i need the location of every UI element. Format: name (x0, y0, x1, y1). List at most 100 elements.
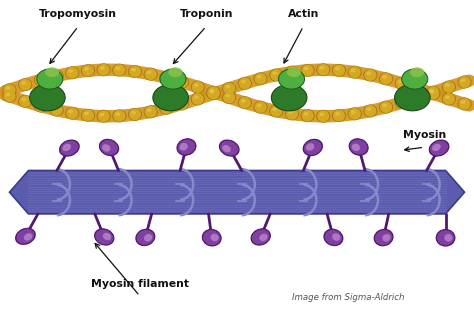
Ellipse shape (160, 72, 173, 84)
Ellipse shape (178, 100, 183, 104)
Ellipse shape (366, 72, 371, 75)
Ellipse shape (100, 140, 118, 155)
Polygon shape (9, 170, 465, 214)
Ellipse shape (177, 139, 196, 155)
Ellipse shape (271, 84, 307, 111)
Ellipse shape (461, 78, 465, 82)
Ellipse shape (37, 103, 42, 106)
Ellipse shape (100, 113, 105, 116)
Text: Actin: Actin (288, 9, 319, 19)
Ellipse shape (3, 84, 16, 96)
Ellipse shape (223, 82, 235, 94)
Ellipse shape (259, 234, 268, 241)
Ellipse shape (144, 105, 158, 118)
Ellipse shape (160, 102, 173, 114)
Ellipse shape (316, 63, 330, 76)
Ellipse shape (363, 69, 377, 82)
Ellipse shape (223, 92, 235, 104)
Ellipse shape (364, 69, 376, 81)
Ellipse shape (285, 66, 299, 79)
Ellipse shape (335, 112, 340, 116)
Ellipse shape (84, 67, 89, 71)
Ellipse shape (317, 64, 329, 76)
Ellipse shape (163, 105, 167, 108)
Ellipse shape (135, 229, 155, 246)
Ellipse shape (176, 138, 197, 156)
Ellipse shape (210, 90, 214, 94)
Ellipse shape (436, 229, 456, 247)
Ellipse shape (285, 107, 299, 120)
Ellipse shape (175, 97, 189, 110)
Ellipse shape (82, 109, 94, 121)
Text: Myosin filament: Myosin filament (91, 279, 189, 289)
Ellipse shape (115, 67, 120, 70)
Ellipse shape (207, 88, 219, 100)
Ellipse shape (347, 66, 362, 79)
Ellipse shape (131, 68, 136, 72)
Ellipse shape (457, 76, 472, 89)
Ellipse shape (442, 81, 456, 94)
Ellipse shape (94, 228, 114, 246)
Ellipse shape (97, 63, 111, 76)
Ellipse shape (128, 108, 142, 121)
Ellipse shape (254, 101, 268, 114)
Ellipse shape (207, 86, 219, 98)
Ellipse shape (60, 140, 79, 156)
Ellipse shape (59, 140, 80, 157)
Ellipse shape (288, 110, 293, 114)
Ellipse shape (176, 98, 188, 110)
Ellipse shape (269, 104, 283, 117)
Ellipse shape (304, 112, 309, 116)
Ellipse shape (437, 230, 455, 246)
Ellipse shape (303, 140, 322, 155)
Ellipse shape (256, 104, 262, 107)
Ellipse shape (131, 111, 136, 114)
Ellipse shape (222, 145, 231, 153)
Ellipse shape (113, 110, 126, 122)
Ellipse shape (21, 81, 26, 85)
Ellipse shape (382, 75, 387, 79)
Ellipse shape (144, 68, 158, 81)
Ellipse shape (37, 77, 42, 80)
Ellipse shape (411, 82, 424, 94)
Ellipse shape (287, 67, 301, 77)
Ellipse shape (302, 139, 323, 156)
Ellipse shape (442, 92, 456, 105)
Ellipse shape (379, 72, 393, 85)
Ellipse shape (2, 83, 17, 96)
Ellipse shape (24, 233, 32, 241)
Ellipse shape (112, 64, 127, 77)
Ellipse shape (426, 86, 440, 99)
Ellipse shape (63, 144, 71, 151)
Ellipse shape (458, 76, 471, 88)
Ellipse shape (145, 68, 157, 80)
Ellipse shape (286, 108, 298, 120)
Ellipse shape (115, 113, 120, 116)
Ellipse shape (348, 138, 369, 156)
Ellipse shape (288, 69, 293, 72)
Ellipse shape (49, 104, 64, 117)
Ellipse shape (427, 86, 439, 98)
Ellipse shape (301, 109, 315, 122)
Ellipse shape (255, 73, 267, 85)
Ellipse shape (332, 233, 340, 241)
Text: Troponin: Troponin (180, 9, 233, 19)
Ellipse shape (147, 108, 152, 112)
Ellipse shape (238, 77, 252, 90)
Ellipse shape (191, 81, 205, 94)
Ellipse shape (252, 229, 270, 245)
Ellipse shape (176, 76, 188, 88)
Ellipse shape (317, 110, 329, 122)
Ellipse shape (269, 69, 283, 82)
Text: Image from Sigma-Aldrich: Image from Sigma-Aldrich (292, 293, 405, 302)
Ellipse shape (15, 228, 36, 245)
Ellipse shape (428, 140, 449, 157)
Ellipse shape (429, 90, 434, 94)
Ellipse shape (333, 110, 345, 122)
Ellipse shape (203, 230, 221, 246)
Ellipse shape (347, 107, 362, 120)
Ellipse shape (396, 97, 408, 108)
Ellipse shape (222, 82, 236, 95)
Ellipse shape (49, 69, 64, 82)
Ellipse shape (98, 64, 110, 76)
